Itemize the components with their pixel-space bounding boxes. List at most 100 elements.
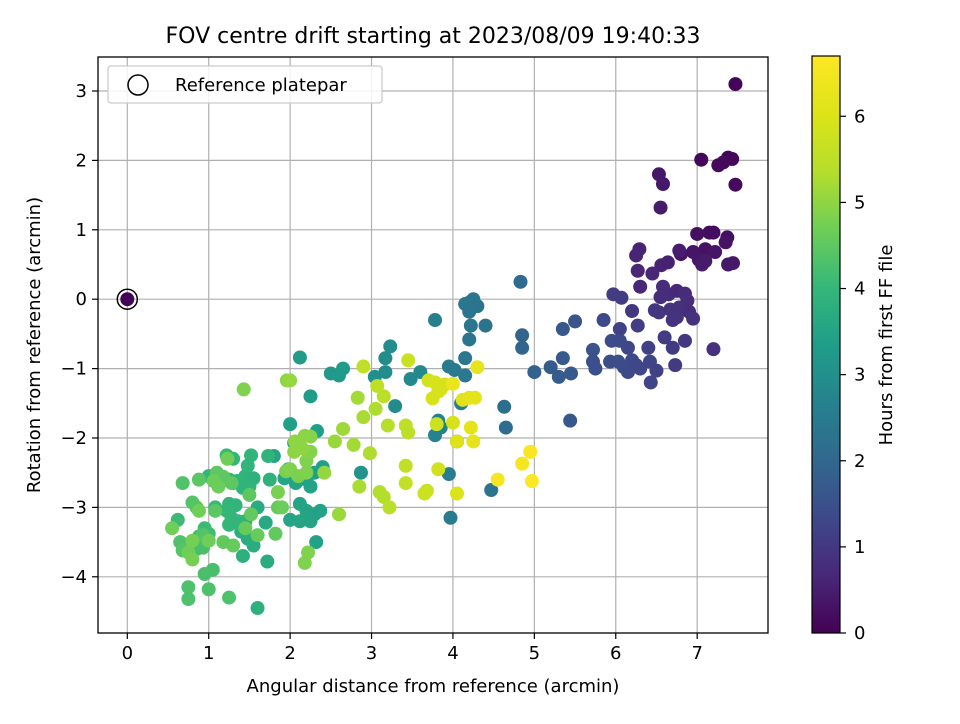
data-point: [303, 389, 318, 404]
data-point: [596, 313, 611, 328]
data-point: [498, 420, 513, 435]
data-point: [236, 382, 251, 397]
colorbar-tick-label: 3: [854, 365, 865, 386]
data-point: [429, 417, 444, 432]
data-point: [447, 362, 462, 377]
data-point: [313, 503, 328, 518]
data-point: [356, 410, 371, 425]
data-point: [672, 243, 687, 258]
data-point: [331, 368, 346, 383]
data-point: [668, 358, 683, 373]
data-point: [588, 361, 603, 376]
data-point: [690, 226, 705, 241]
data-point: [458, 351, 473, 366]
data-point: [515, 328, 530, 343]
data-point: [262, 472, 277, 487]
data-point: [614, 290, 629, 305]
data-point: [551, 369, 566, 384]
data-point: [383, 339, 398, 354]
data-point: [431, 462, 446, 477]
data-point: [378, 351, 393, 366]
data-point: [728, 177, 743, 192]
data-point: [708, 245, 723, 260]
data-point: [718, 235, 733, 250]
data-point: [222, 590, 237, 605]
data-point: [462, 332, 477, 347]
data-point: [527, 365, 542, 380]
data-point: [350, 390, 365, 405]
data-point: [353, 465, 368, 480]
y-tick-label: 2: [76, 150, 87, 171]
data-point: [283, 417, 298, 432]
data-point: [242, 487, 257, 502]
data-point: [657, 330, 672, 345]
data-point: [331, 507, 346, 522]
data-point: [443, 510, 458, 525]
data-point: [649, 363, 664, 378]
data-point: [238, 521, 253, 536]
colorbar: 0 1 2 3 4 5 6 Hours from first FF file: [811, 55, 897, 644]
data-point: [630, 318, 645, 333]
data-point: [401, 353, 416, 368]
data-point: [185, 533, 200, 548]
data-point: [620, 365, 635, 380]
data-point: [463, 420, 478, 435]
y-tick-label: −1: [60, 359, 87, 380]
data-point: [216, 535, 231, 550]
data-point: [630, 263, 645, 278]
data-point: [303, 479, 318, 494]
y-axis-label: Rotation from reference (arcmin): [24, 197, 45, 493]
data-point: [398, 458, 413, 473]
data-point: [463, 318, 478, 333]
chart-title: FOV centre drift starting at 2023/08/09 …: [166, 24, 701, 49]
data-point: [401, 425, 416, 440]
colorbar-tick-label: 5: [854, 192, 865, 213]
data-point: [309, 535, 324, 550]
y-tick-label: −4: [60, 567, 87, 588]
x-tick-label: 5: [529, 643, 540, 664]
data-point: [268, 526, 283, 541]
axis-ticks: 0 1 2 3 4 5 6 7 −4 −3 −2 −1 0 1 2 3: [60, 81, 702, 664]
x-axis-label: Angular distance from reference (arcmin): [247, 676, 620, 697]
data-point: [660, 255, 675, 270]
data-point: [653, 290, 668, 305]
data-point: [317, 465, 332, 480]
data-point: [543, 360, 558, 375]
data-point: [380, 418, 395, 433]
data-point: [201, 533, 216, 548]
data-point: [515, 456, 530, 471]
colorbar-label: Hours from first FF file: [876, 245, 897, 446]
colorbar-gradient: [811, 55, 841, 634]
data-point: [497, 399, 512, 414]
data-point: [352, 479, 367, 494]
data-point: [382, 500, 397, 515]
data-point: [555, 322, 570, 337]
data-point: [716, 155, 731, 170]
x-tick-label: 3: [366, 643, 377, 664]
data-point: [445, 376, 460, 391]
data-point: [191, 472, 206, 487]
data-point: [250, 528, 265, 543]
data-point: [261, 449, 276, 464]
data-point: [629, 248, 644, 263]
plot-frame: [97, 56, 769, 634]
colorbar-tick-label: 0: [854, 623, 865, 644]
data-point: [490, 472, 505, 487]
data-point: [297, 555, 312, 570]
data-point: [283, 373, 298, 388]
colorbar-tick-label: 6: [854, 106, 865, 127]
data-point: [292, 350, 307, 365]
data-point: [175, 476, 190, 491]
data-point: [211, 479, 226, 494]
data-point: [695, 257, 710, 272]
data-point: [244, 507, 259, 522]
data-point: [686, 311, 701, 326]
legend-box: [107, 65, 383, 104]
data-point: [470, 360, 485, 375]
data-point: [467, 390, 482, 405]
data-point: [725, 256, 740, 271]
data-point: [274, 500, 289, 515]
data-point: [651, 305, 666, 320]
